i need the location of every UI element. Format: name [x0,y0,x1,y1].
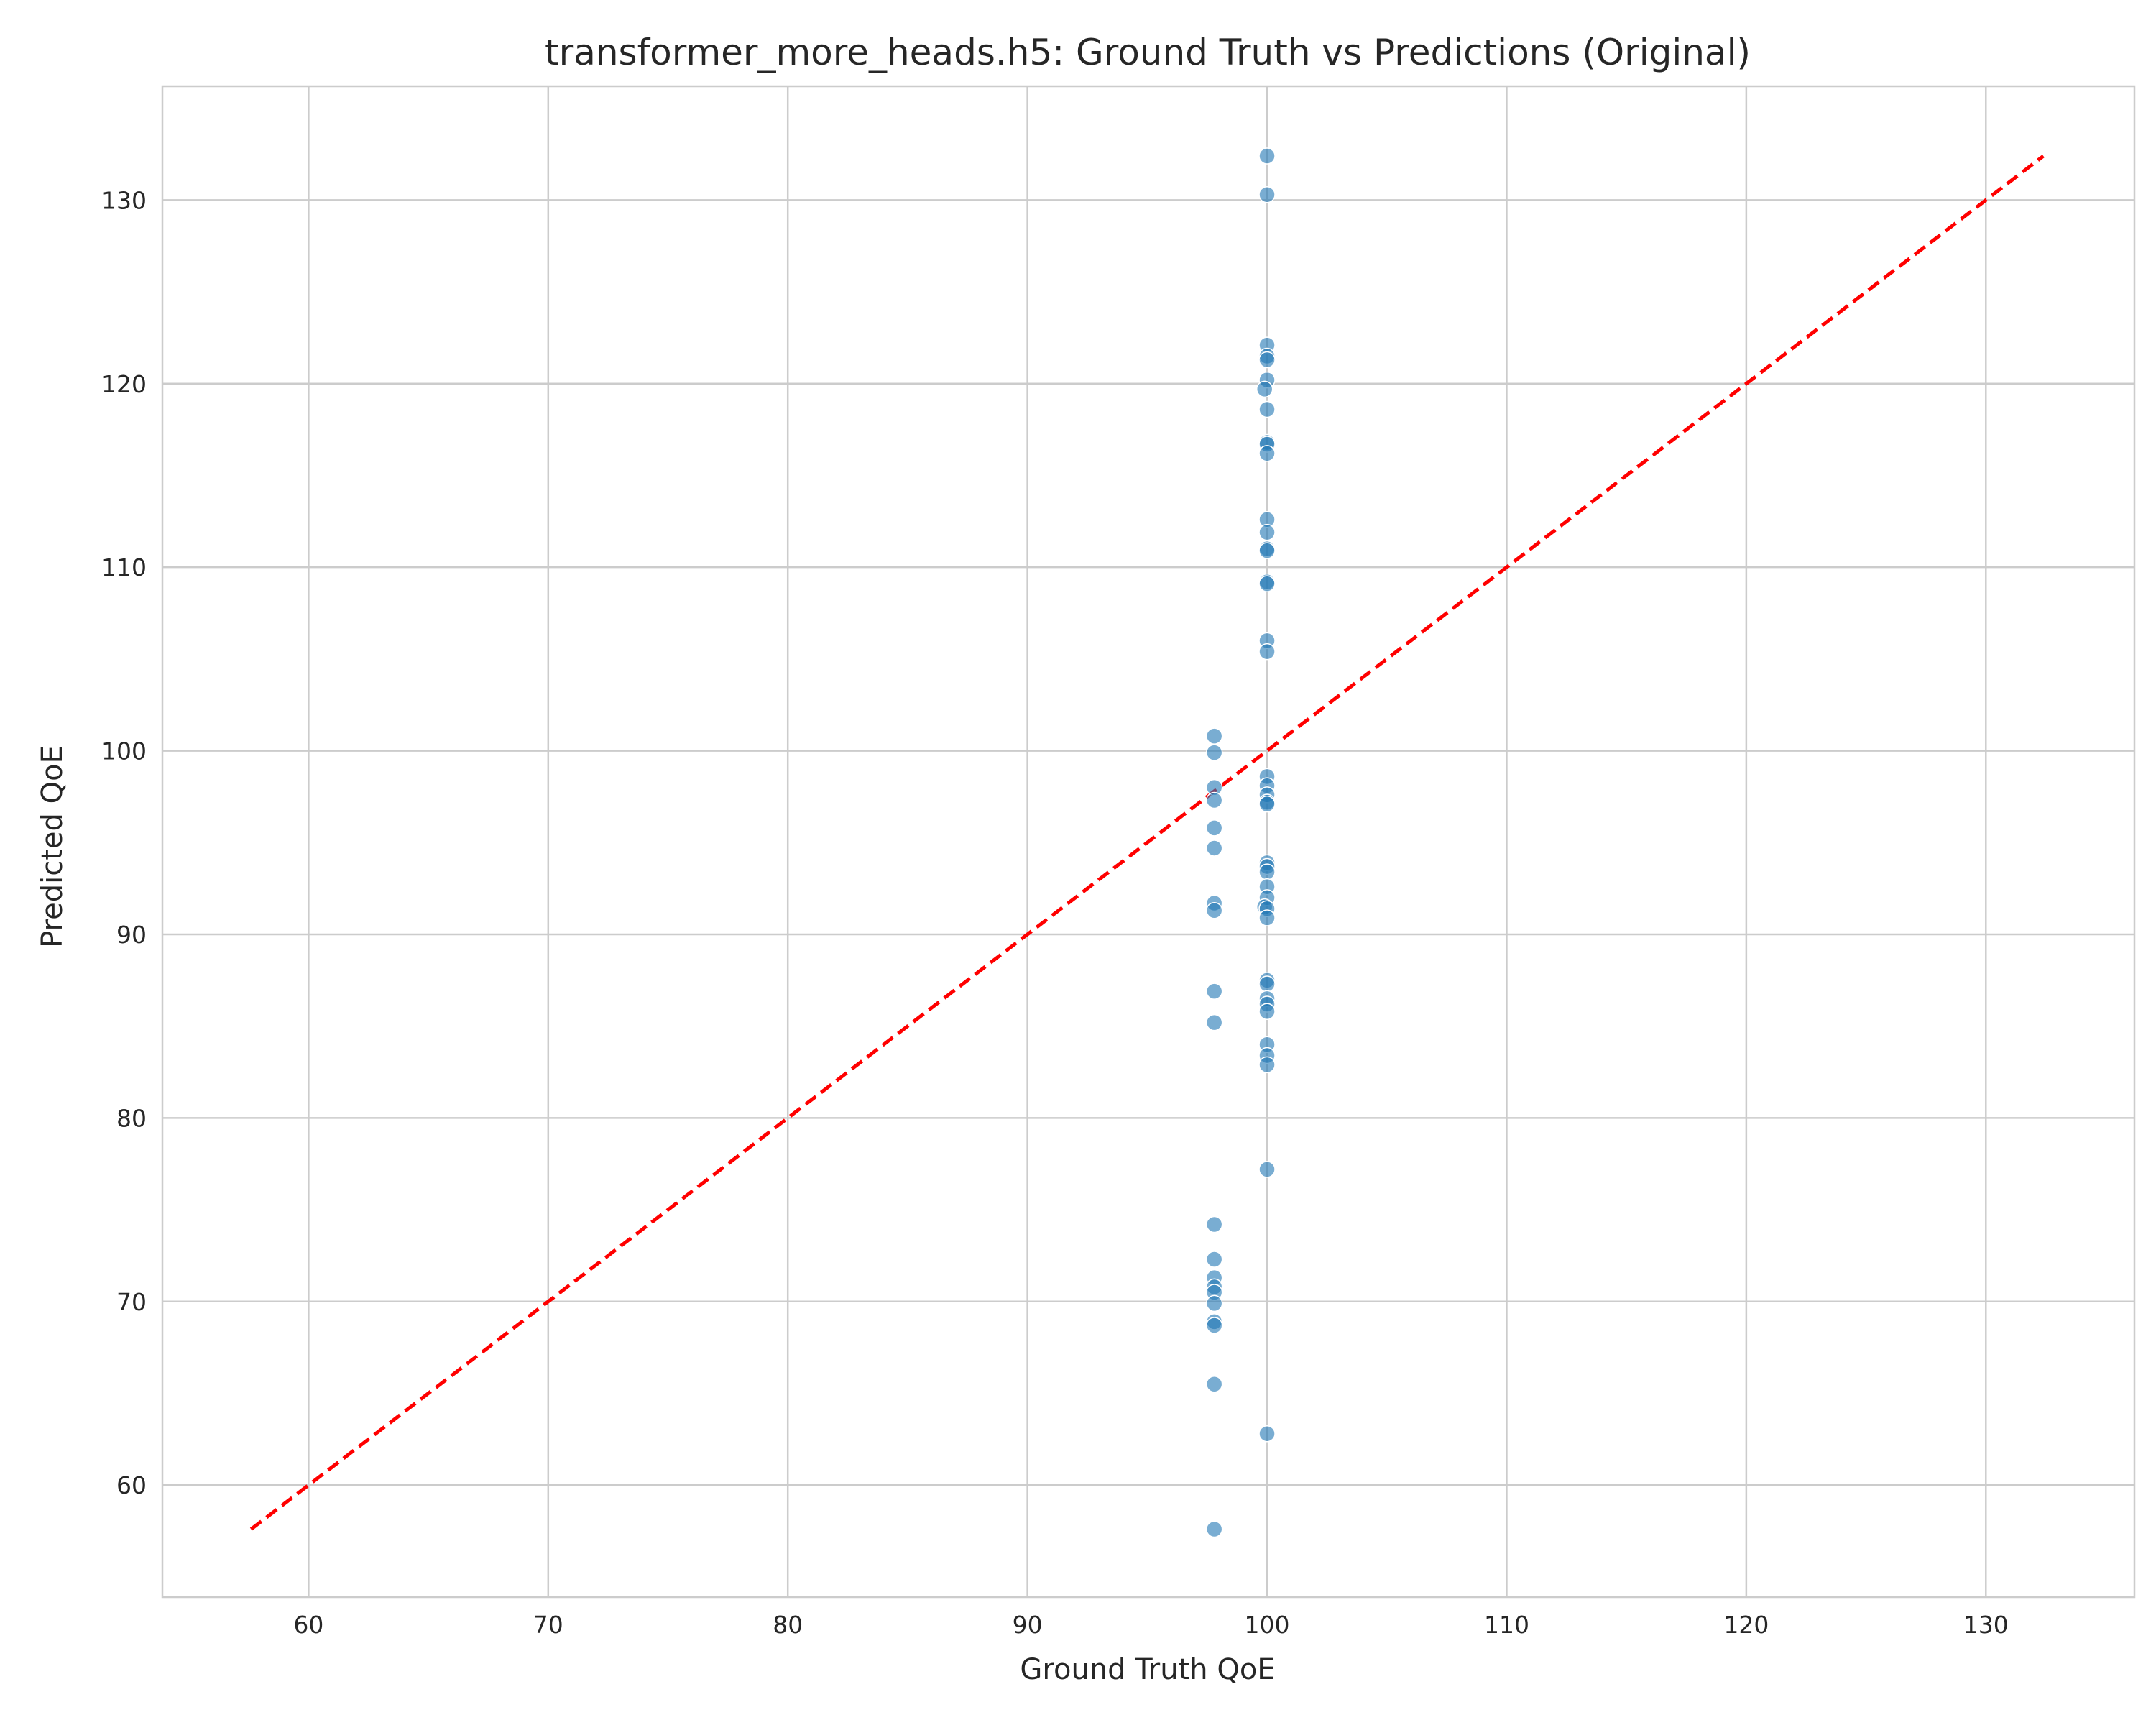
data-point [1205,902,1223,919]
y-tick-label: 100 [101,737,147,765]
data-point [1258,795,1276,813]
data-point [1205,819,1223,837]
data-point [1205,1520,1223,1538]
data-point [1258,863,1276,880]
data-point [1258,975,1276,993]
data-point [1258,445,1276,462]
data-point [1258,523,1276,541]
data-point [1258,575,1276,592]
data-point [1205,791,1223,809]
data-point [1205,983,1223,1000]
chart-title: transformer_more_heads.h5: Ground Truth … [545,32,1751,73]
x-tick-label: 110 [1484,1611,1529,1639]
grid [162,86,2134,1597]
y-tick-label: 120 [101,370,147,398]
data-points [1205,147,1276,1538]
x-tick-label: 130 [1963,1611,2009,1639]
y-tick-label: 80 [116,1104,147,1132]
x-tick-label: 100 [1245,1611,1290,1639]
x-tick-label: 90 [1013,1611,1043,1639]
y-tick-label: 60 [116,1471,147,1499]
x-tick-label: 70 [533,1611,563,1639]
data-point [1258,351,1276,369]
data-point [1258,1161,1276,1178]
x-tick-label: 80 [773,1611,803,1639]
data-point [1258,185,1276,203]
plot-frame [161,85,2136,1598]
x-tick-label: 120 [1723,1611,1769,1639]
data-point [1258,643,1276,661]
data-point [1258,1056,1276,1074]
x-tick-label: 60 [293,1611,323,1639]
x-axis-label: Ground Truth QoE [1020,1653,1275,1686]
data-point [1205,1317,1223,1334]
data-point [1205,744,1223,761]
y-tick-label: 90 [116,921,147,949]
data-point [1258,147,1276,165]
y-axis-label: Predicted QoE [36,745,69,948]
data-point [1205,727,1223,745]
y-tick-label: 70 [116,1288,147,1316]
y-tick-labels: 60 70 80 90 100 110 120 130 [101,186,147,1499]
data-point [1205,1294,1223,1312]
data-point [1258,400,1276,418]
data-point [1205,1013,1223,1031]
data-point [1205,840,1223,857]
y-tick-label: 130 [101,186,147,214]
y-tick-label: 110 [101,553,147,581]
data-point [1258,542,1276,559]
data-point [1258,1425,1276,1443]
data-point [1256,380,1273,398]
x-tick-labels: 60 70 80 90 100 110 120 130 [293,1611,2008,1639]
reference-line [249,155,2045,1531]
data-point [1258,909,1276,926]
data-point [1258,1003,1276,1021]
data-point [1205,1375,1223,1393]
data-point [1205,1251,1223,1268]
data-point [1205,1215,1223,1233]
